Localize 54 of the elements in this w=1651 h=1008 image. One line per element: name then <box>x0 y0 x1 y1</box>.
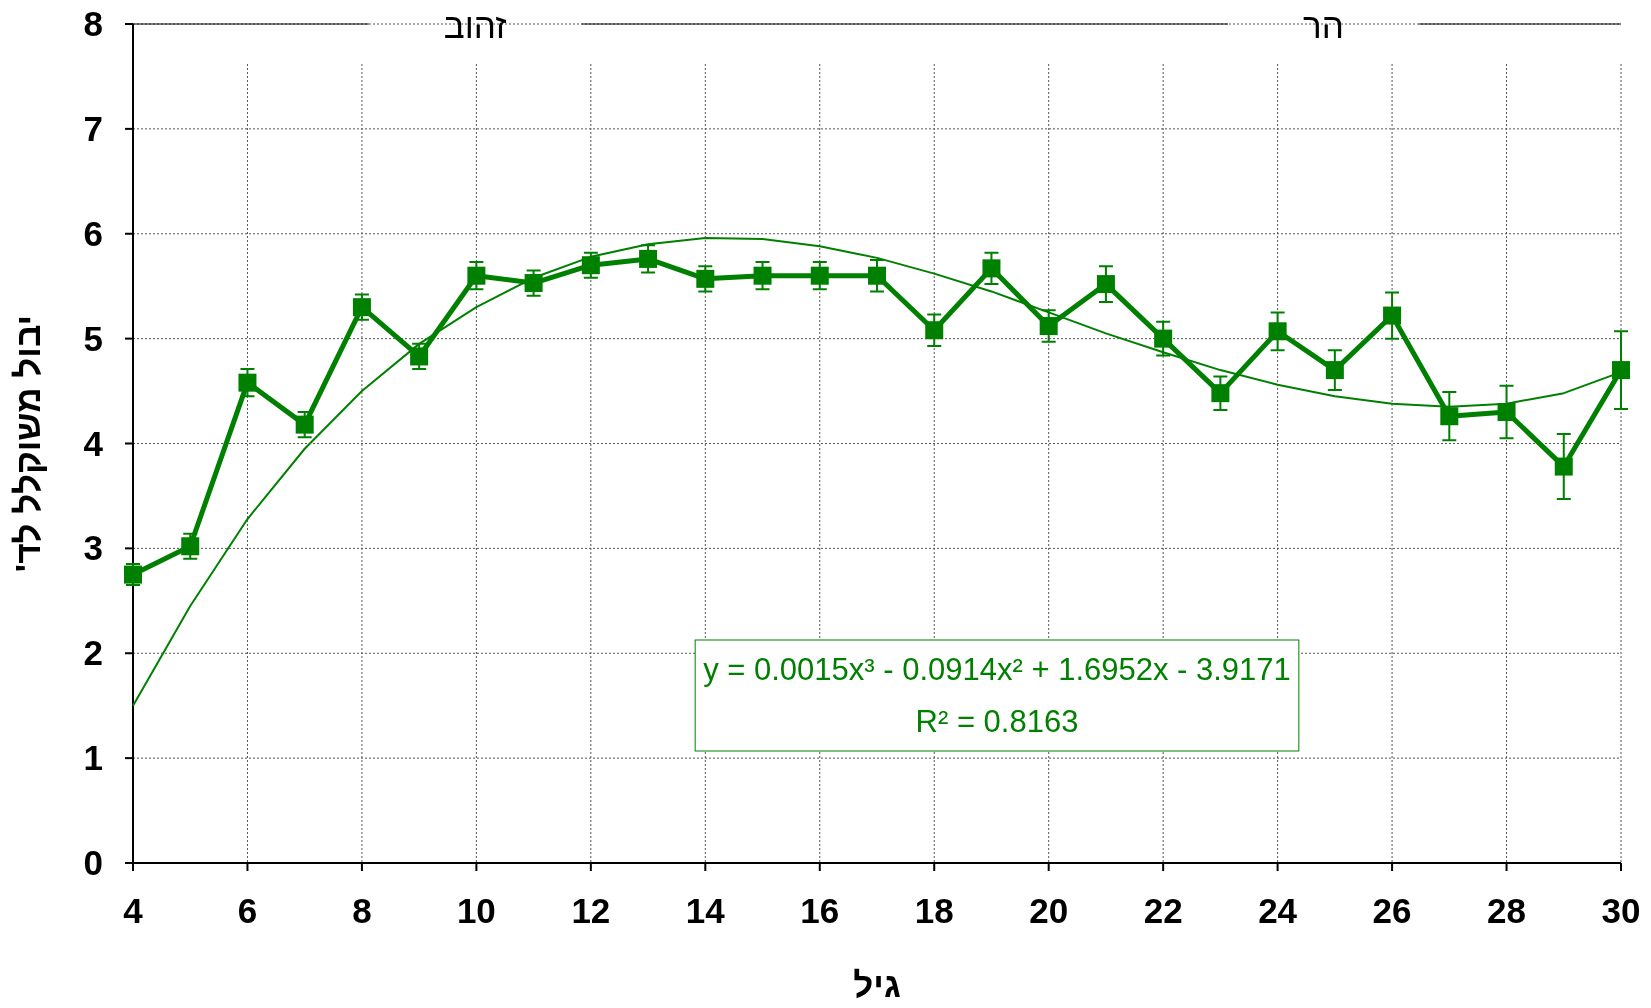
point <box>181 537 200 556</box>
y-tick-label: 5 <box>83 318 103 358</box>
point <box>696 269 715 288</box>
annotation: זהוב <box>443 6 507 45</box>
x-tick-label: 18 <box>914 891 954 930</box>
x-tick-label: 28 <box>1487 891 1527 930</box>
point <box>810 266 829 285</box>
point <box>982 259 1001 278</box>
point <box>1554 457 1573 476</box>
point <box>1383 306 1402 325</box>
y-tick-label: 8 <box>83 4 103 43</box>
point <box>868 266 886 285</box>
point <box>581 256 600 275</box>
point <box>925 321 944 340</box>
x-tick-label: 26 <box>1372 891 1412 930</box>
point <box>352 298 371 317</box>
point <box>1268 322 1287 341</box>
point <box>753 266 772 285</box>
point <box>410 347 429 366</box>
annotation: הר <box>1302 6 1344 45</box>
y-tick-label: 2 <box>83 633 103 673</box>
point <box>1154 329 1173 348</box>
y-tick-label: 1 <box>83 738 103 778</box>
x-tick-label: 30 <box>1601 891 1641 930</box>
y-tick-label: 3 <box>83 528 103 568</box>
x-tick-label: 22 <box>1143 891 1183 930</box>
x-tick-label: 16 <box>800 891 840 930</box>
x-axis-title: גיל <box>853 965 901 1004</box>
x-tick-label: 10 <box>456 891 496 930</box>
point <box>295 415 314 434</box>
y-tick-label: 6 <box>83 213 103 253</box>
point <box>238 373 257 392</box>
point <box>1440 407 1459 426</box>
annotation: R² = 0.8163 <box>915 704 1079 739</box>
annotation: y = 0.0015x³ - 0.0914x² + 1.6952x - 3.9171 <box>703 652 1291 687</box>
y-axis-title: יבול משוקלל לד' <box>8 314 47 573</box>
y-tick-label: 7 <box>83 108 103 148</box>
x-tick-label: 20 <box>1029 891 1069 930</box>
point <box>1211 384 1230 403</box>
point <box>639 249 658 268</box>
x-tick-label: 12 <box>571 891 611 930</box>
y-tick-label: 4 <box>83 423 104 463</box>
point <box>1039 317 1058 336</box>
point <box>1497 403 1516 422</box>
y-tick-label: 0 <box>83 843 103 882</box>
x-tick-label: 14 <box>685 891 726 930</box>
point <box>1612 361 1630 380</box>
point <box>467 266 486 285</box>
point <box>1325 361 1344 380</box>
point <box>1096 275 1115 294</box>
x-tick-label: 24 <box>1258 891 1298 930</box>
x-tick-label: 6 <box>237 891 258 930</box>
x-tick-label: 4 <box>123 891 144 930</box>
x-tick-label: 8 <box>352 891 372 930</box>
